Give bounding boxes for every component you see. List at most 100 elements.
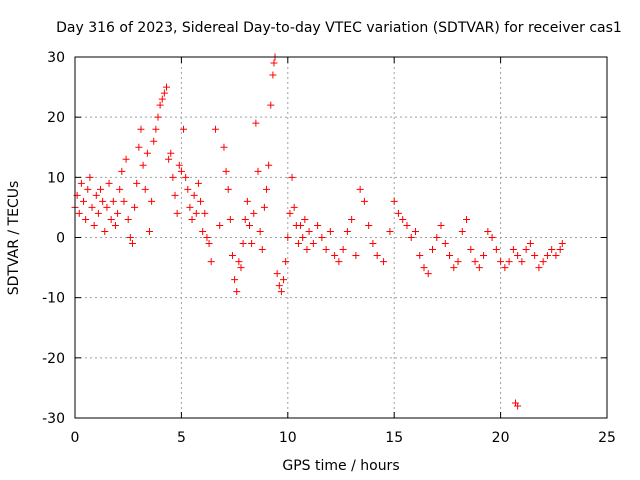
data-point <box>543 252 551 260</box>
data-point <box>111 221 119 229</box>
data-point <box>75 209 83 217</box>
data-point <box>558 240 566 248</box>
data-point <box>356 185 364 193</box>
data-point <box>288 173 296 181</box>
data-point <box>88 203 96 211</box>
data-point <box>177 167 185 175</box>
data-point <box>390 197 398 205</box>
data-point <box>552 252 560 260</box>
data-point <box>120 197 128 205</box>
data-point <box>394 209 402 217</box>
data-point <box>282 258 290 266</box>
data-point <box>531 252 539 260</box>
data-point <box>248 240 256 248</box>
data-point <box>497 258 505 266</box>
data-point <box>263 185 271 193</box>
data-point <box>380 258 388 266</box>
y-tick-label: 20 <box>47 110 65 126</box>
data-point <box>114 209 122 217</box>
y-tick-label: -20 <box>42 351 65 367</box>
data-point <box>407 234 415 241</box>
data-point <box>231 276 239 284</box>
data-point <box>294 240 302 248</box>
data-point <box>267 101 275 109</box>
y-tick-label: -10 <box>42 291 65 307</box>
data-point <box>446 252 454 260</box>
data-point <box>116 185 124 193</box>
data-point <box>539 258 547 266</box>
data-point <box>275 282 283 290</box>
data-point <box>194 179 202 187</box>
x-tick-label: 10 <box>279 430 297 446</box>
data-point <box>90 221 98 229</box>
data-point <box>526 240 534 248</box>
x-tick-label: 5 <box>177 430 186 446</box>
y-tick-labels: -30 -20 -10 0 10 20 30 <box>42 50 65 427</box>
data-point <box>220 143 228 151</box>
data-point <box>152 125 160 133</box>
data-point <box>369 240 377 248</box>
x-tick-label: 15 <box>385 430 403 446</box>
data-point <box>207 258 215 266</box>
data-point <box>188 215 196 223</box>
data-point <box>411 227 419 235</box>
data-point <box>441 240 449 248</box>
data-point <box>105 179 113 187</box>
data-point <box>309 240 317 248</box>
grid <box>75 57 607 418</box>
data-point <box>84 185 92 193</box>
data-point <box>118 167 126 175</box>
data-point <box>284 234 292 241</box>
data-point <box>133 179 141 187</box>
data-point <box>201 209 209 217</box>
y-tick-label: 10 <box>47 170 65 186</box>
data-point <box>484 227 492 235</box>
data-point <box>233 288 241 296</box>
data-point <box>488 234 496 241</box>
data-point <box>256 227 264 235</box>
data-point <box>137 125 145 133</box>
data-point <box>158 95 166 103</box>
data-point <box>318 234 326 241</box>
data-point <box>186 203 194 211</box>
data-point <box>265 161 273 169</box>
axis-ticks <box>74 56 608 419</box>
data-point <box>475 264 483 272</box>
data-point <box>222 167 230 175</box>
data-point <box>224 185 232 193</box>
data-point <box>314 221 322 229</box>
data-point <box>386 227 394 235</box>
data-point <box>143 149 151 157</box>
data-point <box>290 203 298 211</box>
data-point <box>322 246 330 254</box>
data-point <box>180 125 188 133</box>
data-point <box>245 221 253 229</box>
data-point <box>467 246 475 254</box>
data-point <box>250 209 258 217</box>
data-point <box>286 209 294 217</box>
data-point <box>343 227 351 235</box>
data-point <box>326 227 334 235</box>
data-point <box>173 209 181 217</box>
data-point <box>339 246 347 254</box>
data-point <box>101 227 109 235</box>
data-point <box>239 240 247 248</box>
data-point <box>416 252 424 260</box>
data-point <box>156 101 164 109</box>
data-point <box>237 264 245 272</box>
data-point <box>86 173 94 181</box>
data-point <box>228 252 236 260</box>
data-point <box>94 209 102 217</box>
data-point <box>171 191 179 199</box>
data-point <box>270 59 278 67</box>
data-point <box>145 227 153 235</box>
data-point <box>303 246 311 254</box>
data-point <box>148 197 156 205</box>
data-point <box>360 197 368 205</box>
data-point <box>131 203 139 211</box>
x-tick-label: 25 <box>598 430 616 446</box>
data-point <box>463 215 471 223</box>
data-point <box>458 227 466 235</box>
data-point <box>150 137 158 145</box>
